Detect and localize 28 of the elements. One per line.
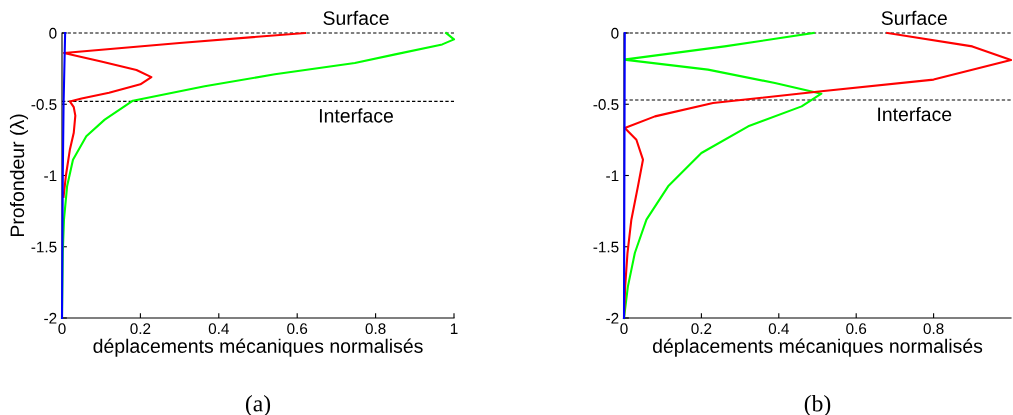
x-tick-label: 0.6 <box>287 323 308 335</box>
x-axis-title: déplacements mécaniques normalisés <box>652 338 983 357</box>
x-tick-label: 0.4 <box>768 323 789 335</box>
x-axis-title: déplacements mécaniques normalisés <box>93 338 423 357</box>
y-tick-label: 0 <box>49 27 57 39</box>
y-tick-label: -2 <box>606 312 619 324</box>
x-tick-label: 1 <box>450 323 458 334</box>
y-tick-label: -0.5 <box>31 99 57 110</box>
x-tick-label: 0 <box>58 323 66 335</box>
x-tick-label: 0.4 <box>208 323 229 335</box>
y-tick-label: -1 <box>606 170 619 182</box>
y-axis-title: Profondeur (λ) <box>9 114 29 237</box>
x-tick-label: 0 <box>620 323 628 335</box>
y-tick-label: 0 <box>611 27 619 39</box>
y-tick-label: -1 <box>44 170 57 182</box>
y-tick-label: -1.5 <box>31 241 57 253</box>
ref-line-label: Surface <box>881 10 947 25</box>
ref-line-label: Surface <box>323 10 389 25</box>
x-tick-label: 0.6 <box>846 323 867 335</box>
x-tick-label: 0.8 <box>923 323 944 335</box>
y-tick-label: -2 <box>44 312 57 324</box>
ref-line-label: Interface <box>878 106 952 122</box>
ref-line-label: Interface <box>319 108 393 123</box>
y-tick-label: -1.5 <box>593 241 619 253</box>
x-tick-label: 0.2 <box>691 323 712 335</box>
y-tick-label: -0.5 <box>593 99 619 110</box>
x-tick-label: 0.2 <box>130 323 151 335</box>
x-tick-label: 0.8 <box>365 323 386 335</box>
